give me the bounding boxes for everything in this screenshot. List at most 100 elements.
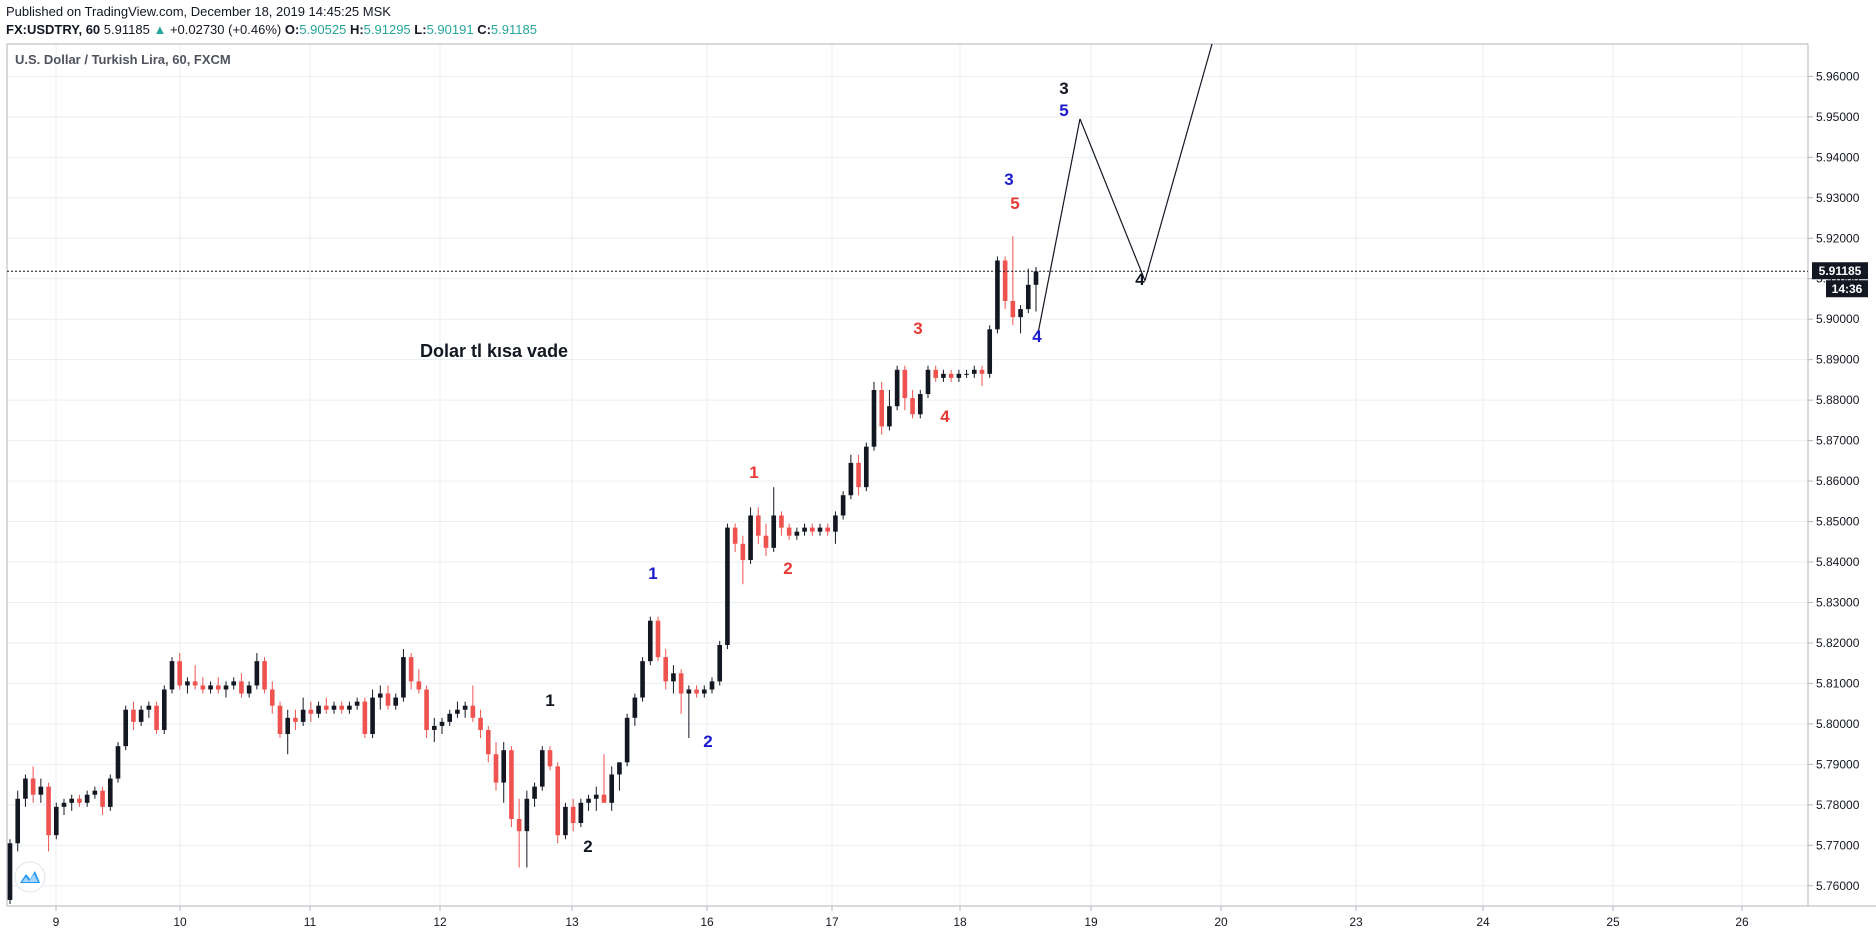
candle-body	[269, 689, 275, 706]
candle	[902, 365, 908, 411]
candle	[771, 487, 777, 552]
candle-body	[524, 798, 530, 832]
candle-body	[763, 535, 769, 548]
candle	[725, 523, 730, 650]
candle	[948, 369, 954, 382]
candle-body	[223, 685, 229, 690]
candle-body	[786, 527, 792, 536]
x-tick-label: 26	[1735, 915, 1749, 929]
candle	[462, 701, 468, 718]
candle-body	[69, 798, 75, 803]
high-label: H:	[349, 22, 364, 37]
candle-body	[215, 685, 221, 690]
candle	[1033, 266, 1039, 312]
y-tick-label: 5.78000	[1816, 798, 1860, 812]
candle	[686, 685, 692, 739]
candle-body	[277, 705, 283, 735]
candle	[169, 657, 175, 694]
candle-body	[856, 462, 861, 488]
high-value: 5.91295	[363, 22, 411, 37]
wave-label: 3	[1059, 79, 1068, 98]
candle-body	[948, 373, 954, 378]
candle-body	[840, 495, 846, 516]
candle-body	[177, 661, 183, 686]
countdown-text: 14:36	[1832, 282, 1863, 296]
candle-body	[447, 713, 453, 722]
candle-body	[578, 802, 584, 824]
candle	[979, 365, 985, 386]
candle	[401, 649, 406, 702]
candle	[647, 616, 653, 666]
candle	[570, 798, 576, 832]
last-price-badge: 5.91185 14:36	[1812, 262, 1868, 298]
candle	[671, 665, 676, 694]
x-tick-label: 19	[1084, 915, 1098, 929]
candle	[161, 685, 167, 735]
candle-body	[694, 689, 699, 694]
wave-label: 4	[1032, 327, 1042, 346]
candle	[763, 523, 769, 556]
candle	[331, 701, 337, 714]
candle-body	[887, 406, 892, 427]
x-axis[interactable]: 9 10 11 12 13 16 17 18 19 20 23 24 25 26	[53, 906, 1749, 929]
candle	[617, 762, 622, 791]
candle-body	[617, 762, 622, 775]
candle-body	[154, 705, 159, 730]
candle-body	[331, 705, 337, 710]
candle	[478, 709, 483, 739]
candle-body	[131, 709, 136, 722]
candle-body	[671, 673, 676, 682]
close-value: 5.91185	[490, 22, 537, 37]
wave-label: 1	[749, 463, 758, 482]
candle-body	[925, 369, 931, 395]
candle	[115, 742, 121, 783]
close-label: C:	[477, 22, 491, 37]
candle	[192, 665, 198, 690]
candle	[23, 774, 28, 807]
y-tick-label: 5.76000	[1816, 879, 1860, 893]
candle-body	[779, 515, 784, 528]
candle-body	[478, 717, 483, 730]
candle-body	[7, 843, 13, 900]
candle	[524, 790, 530, 868]
wave-label: 2	[583, 837, 592, 856]
candle	[624, 713, 630, 767]
candle	[509, 746, 514, 828]
candle	[987, 325, 993, 378]
ohlc-line: FX:USDTRY, 60 5.91185 ▲ +0.02730 (+0.46%…	[6, 21, 537, 39]
candle	[532, 782, 537, 807]
candle-body	[77, 798, 82, 803]
candle	[447, 709, 453, 726]
candle	[956, 369, 962, 382]
candle-body	[408, 657, 414, 682]
wave-label: 4	[940, 407, 950, 426]
candle	[555, 762, 561, 844]
candle-body	[84, 794, 90, 803]
candle-body	[192, 681, 198, 686]
candle-body	[316, 705, 321, 714]
candle-body	[393, 697, 399, 706]
candle	[7, 839, 13, 904]
y-axis[interactable]: 5.76000 5.77000 5.78000 5.79000 5.80000 5.810…	[1808, 69, 1860, 893]
candle	[347, 701, 352, 714]
candle	[269, 681, 275, 714]
change-value: +0.02730 (+0.46%)	[169, 22, 282, 37]
tradingview-logo-icon[interactable]	[14, 861, 46, 893]
candle-body	[809, 527, 815, 532]
candle	[293, 709, 298, 730]
candle	[455, 701, 460, 718]
candle	[755, 507, 761, 544]
candle-body	[1002, 260, 1008, 301]
candle	[61, 798, 67, 815]
candle-body	[740, 543, 746, 560]
candle	[416, 669, 422, 694]
candle	[794, 527, 800, 540]
candle-body	[941, 373, 946, 378]
candle-body	[115, 746, 121, 779]
x-tick-label: 11	[304, 915, 317, 929]
x-tick-label: 18	[953, 915, 967, 929]
candle	[15, 790, 21, 852]
candle-body	[748, 515, 753, 560]
open-label: O:	[284, 22, 300, 37]
